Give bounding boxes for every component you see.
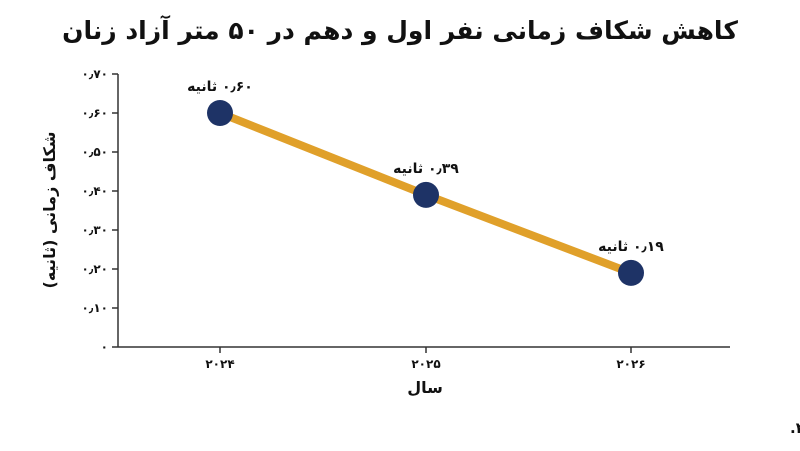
- y-tick-label: ۰٫۶۰: [82, 106, 108, 120]
- data-point: [413, 181, 439, 208]
- data-label: ۰٫۱۹ ثانیه: [598, 239, 664, 255]
- y-tick-label: ۰٫۴۰: [82, 184, 108, 198]
- chart-title: کاهش شکاف زمانی نفر اول و دهم در ۵۰ متر …: [62, 15, 738, 46]
- data-point: [207, 100, 233, 126]
- y-tick-label: ۰٫۳۰: [82, 223, 108, 237]
- series-group: ۰٫۶۰ ثانیه ۰٫۳۹ ثانیه ۰٫۱۹ ثانیه: [187, 79, 664, 286]
- y-tick-label: ۰٫۲۰: [82, 262, 108, 276]
- y-tick-label: ۰٫۵۰: [82, 145, 108, 159]
- y-tick-label: ۰٫۷۰: [82, 67, 108, 81]
- y-axis-title: شکاف زمانی (ثانیه): [40, 132, 59, 289]
- data-label: ۰٫۶۰ ثانیه: [187, 79, 253, 95]
- data-point: [618, 259, 644, 286]
- x-tick-label: ۲۰۲۴: [205, 357, 234, 371]
- x-axis-title: سال: [407, 378, 443, 397]
- y-tick-label: ۰: [101, 340, 108, 354]
- x-axis-ticks: ۲۰۲۴ ۲۰۲۵ ۲۰۲۶: [205, 347, 646, 371]
- chart-caption: روند چشمگیر کاهش فاصله در شنای سرعت زنان…: [790, 419, 800, 438]
- x-tick-label: ۲۰۲۵: [411, 357, 440, 371]
- data-label: ۰٫۳۹ ثانیه: [393, 161, 459, 177]
- y-tick-label: ۰٫۱۰: [82, 301, 108, 315]
- x-tick-label: ۲۰۲۶: [616, 357, 645, 371]
- y-axis-ticks: ۰ ۰٫۱۰ ۰٫۲۰ ۰٫۳۰ ۰٫۴۰ ۰٫۵۰ ۰٫۶۰ ۰٫۷۰: [82, 67, 118, 354]
